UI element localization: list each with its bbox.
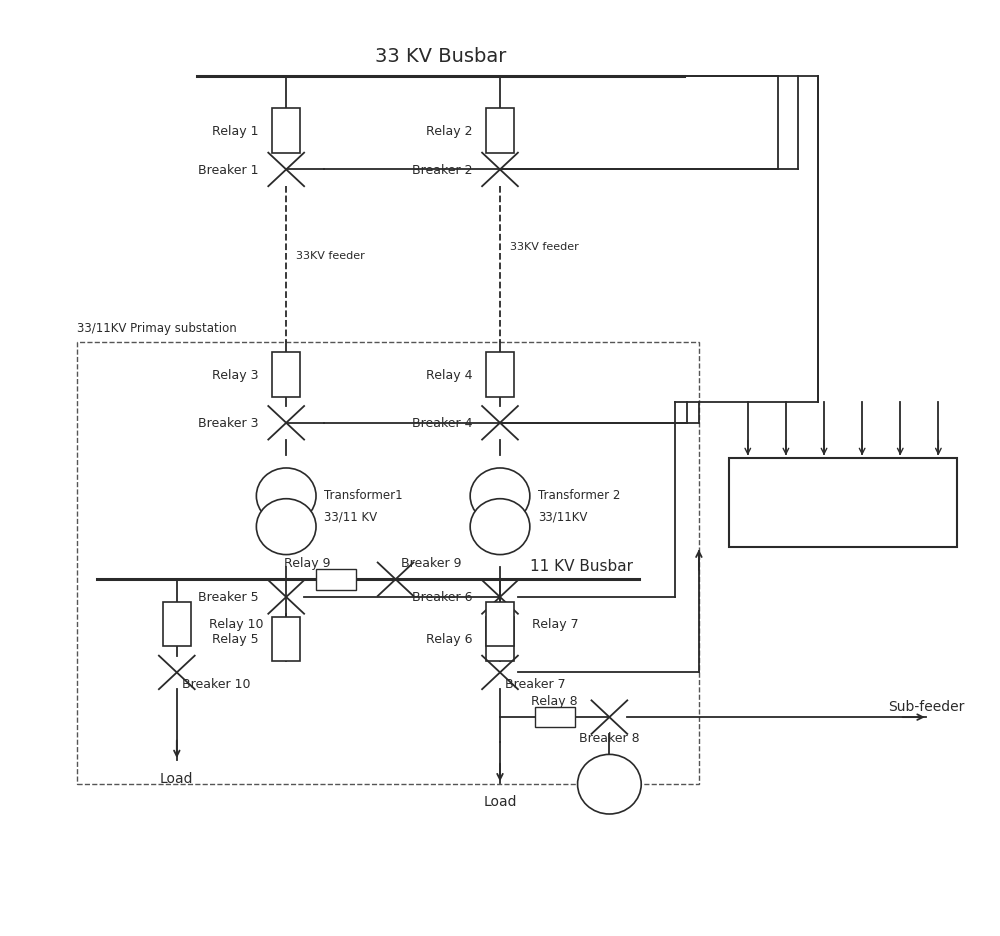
Text: Breaker 3: Breaker 3 <box>198 417 258 430</box>
Bar <box>535 707 575 727</box>
Text: Transformer1: Transformer1 <box>324 489 403 502</box>
Bar <box>272 617 300 662</box>
Text: Breaker 5: Breaker 5 <box>198 591 258 604</box>
Text: 33KV feeder: 33KV feeder <box>510 242 579 252</box>
Text: DG: DG <box>600 778 619 791</box>
Bar <box>163 602 191 647</box>
Text: Relay 8: Relay 8 <box>531 695 578 707</box>
Text: Transformer 2: Transformer 2 <box>538 489 620 502</box>
Text: Relay 6: Relay 6 <box>426 633 472 646</box>
Text: Relay 2: Relay 2 <box>426 124 472 138</box>
Text: Relay 7: Relay 7 <box>532 618 578 631</box>
Text: Load: Load <box>160 771 194 784</box>
Bar <box>729 459 957 547</box>
Bar <box>486 617 514 662</box>
Text: Relay 1: Relay 1 <box>212 124 258 138</box>
Bar <box>486 353 514 397</box>
Text: Sub-feeder: Sub-feeder <box>888 699 964 713</box>
Text: Relay 9: Relay 9 <box>284 556 331 569</box>
Bar <box>272 109 300 154</box>
Text: Intertripping: Intertripping <box>791 494 895 512</box>
Text: Breaker 1: Breaker 1 <box>198 164 258 177</box>
Text: 33KV feeder: 33KV feeder <box>296 251 365 260</box>
Text: Breaker 4: Breaker 4 <box>412 417 472 430</box>
Text: Relay 10: Relay 10 <box>209 618 263 631</box>
Text: Breaker 8: Breaker 8 <box>579 731 640 744</box>
Text: Breaker 6: Breaker 6 <box>412 591 472 604</box>
Text: 33/11KV: 33/11KV <box>538 510 587 523</box>
Text: Relay 3: Relay 3 <box>212 369 258 382</box>
Bar <box>77 343 699 784</box>
Circle shape <box>578 754 641 814</box>
Bar <box>486 109 514 154</box>
Text: 33/11KV Primay substation: 33/11KV Primay substation <box>77 322 237 335</box>
Text: Load: Load <box>483 794 517 808</box>
Bar <box>272 353 300 397</box>
Text: 33 KV Busbar: 33 KV Busbar <box>375 47 506 66</box>
Text: 33/11 KV: 33/11 KV <box>324 510 377 523</box>
Text: Breaker 7: Breaker 7 <box>505 678 566 691</box>
Circle shape <box>256 499 316 555</box>
Circle shape <box>256 468 316 524</box>
Text: Breaker 9: Breaker 9 <box>401 556 461 569</box>
Text: 11 KV Busbar: 11 KV Busbar <box>530 558 633 573</box>
Text: Relay 4: Relay 4 <box>426 369 472 382</box>
Circle shape <box>470 468 530 524</box>
Text: Breaker 2: Breaker 2 <box>412 164 472 177</box>
Bar <box>316 569 356 590</box>
Bar <box>486 602 514 647</box>
Text: Relay 5: Relay 5 <box>212 633 258 646</box>
Text: Breaker 10: Breaker 10 <box>182 678 250 691</box>
Circle shape <box>470 499 530 555</box>
